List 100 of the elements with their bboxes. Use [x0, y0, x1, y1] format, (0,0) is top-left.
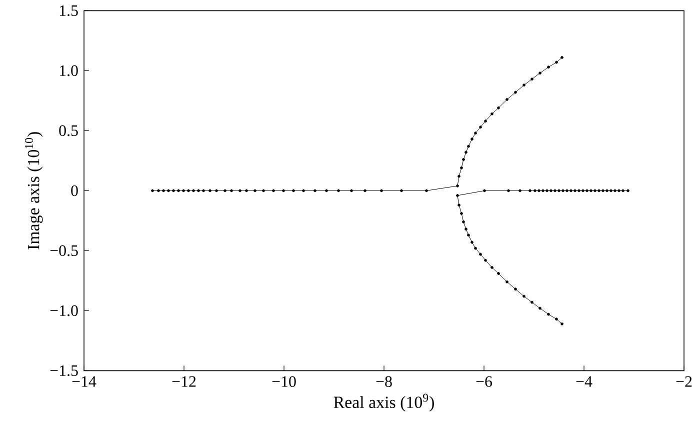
y-axis-title: Image axis (10$^{10}$)	[24, 132, 43, 250]
point	[479, 252, 482, 256]
point	[507, 189, 510, 192]
x-tick-label: −10	[272, 376, 296, 388]
point	[514, 90, 517, 94]
point	[550, 189, 552, 192]
point	[490, 112, 494, 116]
point	[518, 189, 522, 192]
point	[547, 312, 550, 316]
point	[177, 189, 180, 192]
point	[546, 189, 548, 192]
x-tick-label: −4	[576, 376, 592, 387]
point	[586, 189, 588, 192]
point	[594, 189, 596, 192]
point	[602, 189, 604, 192]
point	[192, 189, 195, 192]
point	[484, 258, 487, 262]
x-tick-label: −14	[72, 376, 96, 387]
point	[542, 189, 544, 192]
point	[224, 189, 226, 192]
point	[479, 126, 482, 129]
y-tick-label: 0	[71, 185, 78, 196]
point	[528, 189, 532, 192]
point	[570, 189, 572, 192]
point	[490, 266, 494, 270]
point	[458, 204, 460, 207]
point	[547, 66, 550, 69]
point	[560, 56, 564, 60]
point	[484, 120, 487, 123]
point	[314, 189, 316, 192]
point	[325, 189, 328, 192]
point	[554, 189, 556, 192]
point	[292, 189, 295, 192]
point	[614, 189, 616, 192]
point	[470, 138, 474, 141]
point	[497, 272, 500, 276]
point	[474, 132, 477, 135]
point	[197, 189, 200, 192]
point	[514, 288, 517, 291]
y-tick-label: 1.0	[60, 65, 78, 76]
point	[151, 189, 154, 192]
point	[555, 318, 558, 321]
point	[254, 189, 256, 192]
point	[462, 158, 465, 162]
point	[618, 189, 620, 192]
point	[462, 220, 465, 224]
point	[522, 84, 526, 87]
y-tick-label: 1.5	[60, 5, 78, 16]
point	[350, 189, 353, 192]
point	[610, 189, 612, 192]
point	[230, 189, 233, 192]
point	[566, 189, 568, 192]
point	[238, 189, 242, 192]
point	[534, 189, 536, 192]
point	[337, 189, 340, 192]
point	[162, 189, 165, 192]
point	[582, 189, 584, 192]
y-tick-label: −1.5	[50, 365, 78, 376]
point	[202, 189, 205, 192]
point	[380, 189, 383, 192]
point	[208, 189, 212, 192]
point	[470, 240, 474, 244]
point	[598, 189, 600, 192]
point	[530, 300, 534, 304]
x-tick-label: −6	[476, 376, 492, 388]
point	[172, 189, 175, 192]
point	[245, 189, 248, 192]
x-axis-title: Real axis (10$^{9}$)	[334, 394, 434, 412]
point	[458, 174, 460, 178]
point	[497, 106, 500, 110]
point	[506, 280, 508, 284]
point	[555, 60, 558, 64]
point	[622, 189, 624, 192]
x-tick-label: −12	[172, 376, 196, 387]
point	[464, 150, 468, 154]
point	[590, 189, 592, 192]
point	[456, 194, 459, 198]
point	[506, 98, 508, 102]
point	[215, 189, 218, 192]
point	[282, 189, 285, 192]
point	[187, 189, 190, 192]
point	[467, 234, 470, 237]
point	[272, 189, 275, 192]
point	[182, 189, 185, 192]
point	[558, 189, 560, 192]
y-tick-label: 0.5	[59, 125, 78, 136]
point	[538, 72, 542, 75]
point	[262, 189, 265, 192]
point	[425, 189, 428, 192]
point	[530, 78, 534, 81]
point	[522, 294, 526, 298]
point	[456, 184, 459, 188]
point	[302, 189, 305, 192]
point	[167, 189, 170, 192]
point	[626, 189, 630, 192]
point	[560, 322, 564, 326]
x-tick-label: −8	[376, 376, 392, 388]
point	[574, 189, 576, 192]
point	[460, 166, 463, 170]
point	[460, 212, 463, 216]
